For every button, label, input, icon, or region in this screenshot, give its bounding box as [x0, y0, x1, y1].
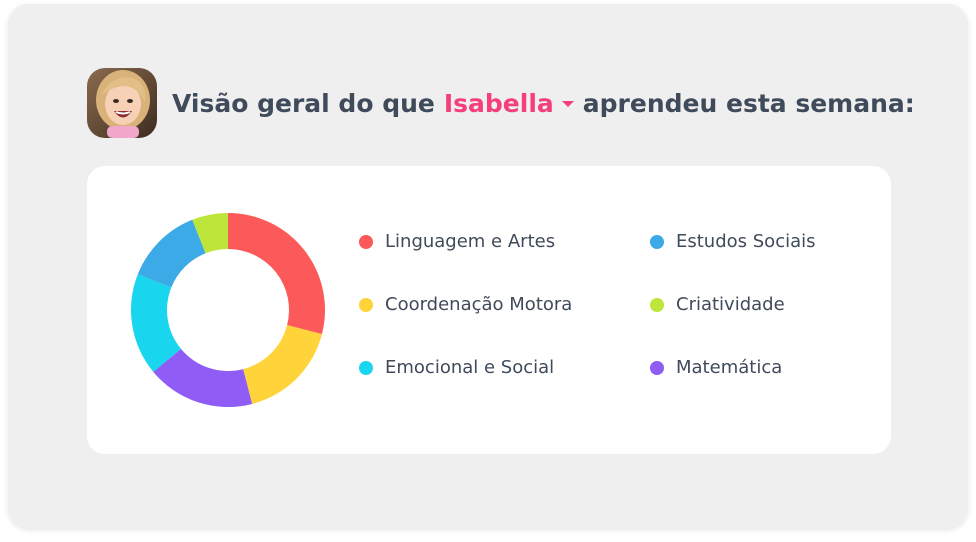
child-select-dropdown[interactable]: Isabella	[444, 89, 574, 118]
legend-item: Matemática	[650, 357, 782, 378]
legend-item: Linguagem e Artes	[359, 231, 555, 252]
donut-slice-matematica	[153, 348, 253, 407]
avatar	[87, 68, 157, 138]
legend-label: Linguagem e Artes	[385, 231, 556, 252]
legend-item: Criatividade	[650, 294, 785, 315]
legend-dot-icon	[650, 360, 664, 375]
legend-item: Estudos Sociais	[650, 231, 816, 252]
legend-dot-icon	[359, 297, 373, 312]
donut-slice-coordenacao-motora	[243, 325, 322, 404]
donut-slice-emocional-e-social	[131, 274, 181, 372]
legend-item: Coordenação Motora	[359, 294, 572, 315]
legend-item: Emocional e Social	[359, 357, 554, 378]
page-title: Visão geral do que Isabella aprendeu est…	[172, 89, 915, 118]
title-before: Visão geral do que	[172, 88, 435, 118]
legend-label: Criatividade	[676, 294, 785, 315]
legend-dot-icon	[650, 297, 664, 312]
donut-slice-estudos-sociais	[137, 219, 206, 288]
legend-label: Coordenação Motora	[385, 294, 573, 315]
caret-down-icon	[561, 101, 574, 107]
legend-dot-icon	[359, 360, 373, 375]
legend-dot-icon	[650, 234, 664, 249]
legend-label: Estudos Sociais	[676, 231, 816, 252]
donut-slice-criatividade	[192, 213, 228, 254]
legend-label: Emocional e Social	[385, 357, 555, 378]
legend-dot-icon	[359, 234, 373, 249]
donut-chart	[131, 213, 325, 407]
legend-label: Matemática	[676, 357, 783, 378]
title-after: aprendeu esta semana:	[582, 88, 915, 118]
child-name: Isabella	[443, 88, 554, 118]
page-header: Visão geral do que Isabella aprendeu est…	[87, 68, 915, 138]
donut-slice-linguagem-e-artes	[228, 213, 325, 335]
